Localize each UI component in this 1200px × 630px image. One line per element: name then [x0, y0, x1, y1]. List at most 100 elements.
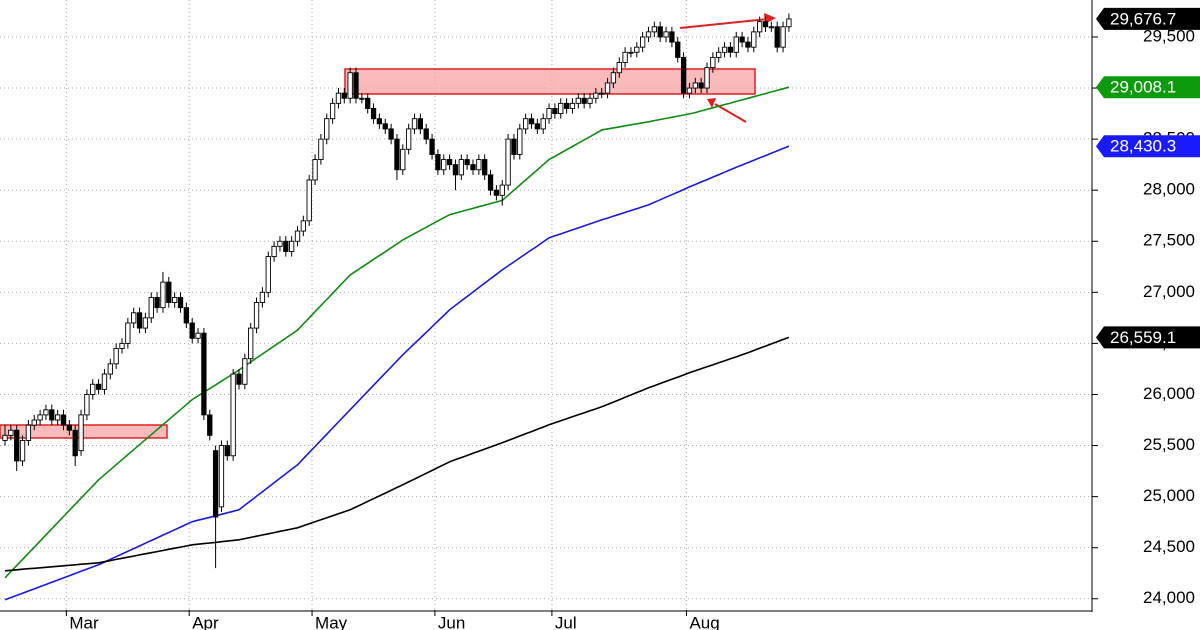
x-tick-label: Aug: [689, 613, 719, 630]
x-tick-label: Jul: [555, 613, 577, 630]
candle-body: [394, 138, 400, 171]
y-tick-label: 27,000: [1143, 282, 1195, 301]
candle-body: [751, 31, 757, 48]
candle-body: [43, 409, 49, 416]
y-tick-label: 24,500: [1143, 537, 1195, 556]
x-tick-label: Apr: [192, 613, 219, 630]
candle-body: [131, 312, 137, 324]
candle-body: [171, 296, 178, 303]
moving-average: [4, 86, 790, 579]
candle-body: [429, 138, 435, 155]
price-tag: [1096, 7, 1200, 30]
candle-body: [312, 159, 318, 181]
candle-body: [101, 373, 108, 390]
candle-body: [406, 128, 412, 150]
candle-body: [417, 118, 423, 130]
candle-body: [347, 72, 353, 99]
candle-body: [569, 102, 576, 109]
candle-body: [166, 281, 172, 303]
candle-body: [540, 118, 546, 130]
candle-body: [55, 414, 61, 421]
candle-body: [745, 41, 751, 48]
candle-body: [25, 424, 32, 441]
candle-body: [259, 291, 266, 303]
candle-body: [183, 307, 189, 324]
candle-body: [400, 148, 406, 171]
candle-body: [757, 21, 763, 33]
candle-body: [768, 26, 775, 29]
candle-body: [523, 118, 529, 130]
candle-body: [680, 56, 687, 94]
candle-body: [446, 159, 453, 166]
price-tag-label: 29,008.1: [1110, 78, 1176, 97]
y-tick-label: 29,500: [1143, 26, 1195, 45]
candle-body: [84, 394, 90, 416]
candle-body: [160, 281, 166, 309]
candle-body: [329, 102, 336, 120]
candle-body: [458, 159, 464, 176]
candle-body: [505, 138, 511, 186]
candle-body: [546, 108, 552, 120]
arrow: [679, 18, 769, 29]
price-tag-label: 28,430.3: [1110, 137, 1176, 156]
x-tick-label: Jun: [438, 613, 465, 630]
candle-body: [739, 36, 745, 43]
candle-body: [359, 97, 365, 100]
candle-body: [242, 358, 248, 385]
candle-body: [49, 409, 55, 421]
candle-body: [587, 97, 593, 104]
resistance-zone: [344, 68, 756, 95]
candle-body: [294, 230, 301, 242]
candle-body: [90, 383, 96, 395]
candle-body: [675, 41, 681, 58]
annotations: [0, 13, 776, 439]
candle-body: [212, 450, 219, 518]
candle-body: [218, 445, 225, 508]
candle-body: [230, 373, 236, 457]
candle-body: [499, 184, 505, 196]
candle-body: [452, 164, 459, 176]
y-tick-label: 27,500: [1143, 231, 1195, 250]
candle-body: [581, 97, 587, 104]
candle-body: [195, 332, 201, 339]
candle-body: [476, 159, 482, 171]
candle-body: [142, 317, 149, 329]
candle-body: [669, 31, 675, 43]
candle-body: [236, 373, 242, 385]
candle-body: [136, 312, 143, 329]
x-tick-label: Mar: [69, 613, 99, 630]
candle-body: [277, 240, 283, 247]
candle-body: [306, 179, 312, 222]
candle-body: [207, 414, 213, 436]
candle-body: [716, 51, 722, 58]
candle-body: [558, 102, 564, 115]
candle-body: [487, 174, 494, 191]
candle-body: [283, 240, 289, 252]
candle-body: [177, 296, 184, 309]
candle-body: [528, 118, 535, 125]
candle-body: [780, 26, 786, 48]
candle-body: [698, 82, 704, 89]
y-tick-label: 26,000: [1143, 384, 1195, 403]
candle-body: [441, 159, 447, 171]
candle-body: [370, 108, 377, 120]
candle-body: [341, 92, 347, 99]
candle-body: [224, 445, 230, 457]
price-tag-label: 26,559.1: [1110, 328, 1176, 347]
candle-body: [686, 87, 693, 94]
candle-body: [382, 123, 388, 130]
candle-body: [388, 128, 394, 140]
candle-body: [610, 72, 617, 84]
y-tick-label: 28,000: [1143, 180, 1195, 199]
candle-body: [616, 62, 622, 74]
candle-body: [640, 36, 646, 48]
x-tick-label: May: [315, 613, 348, 630]
candle-body: [604, 82, 611, 94]
candle-body: [622, 51, 628, 63]
candle-body: [593, 92, 599, 99]
candle-body: [563, 102, 570, 109]
candle-body: [692, 82, 698, 89]
candle-body: [628, 51, 634, 54]
moving-average: [4, 336, 790, 572]
